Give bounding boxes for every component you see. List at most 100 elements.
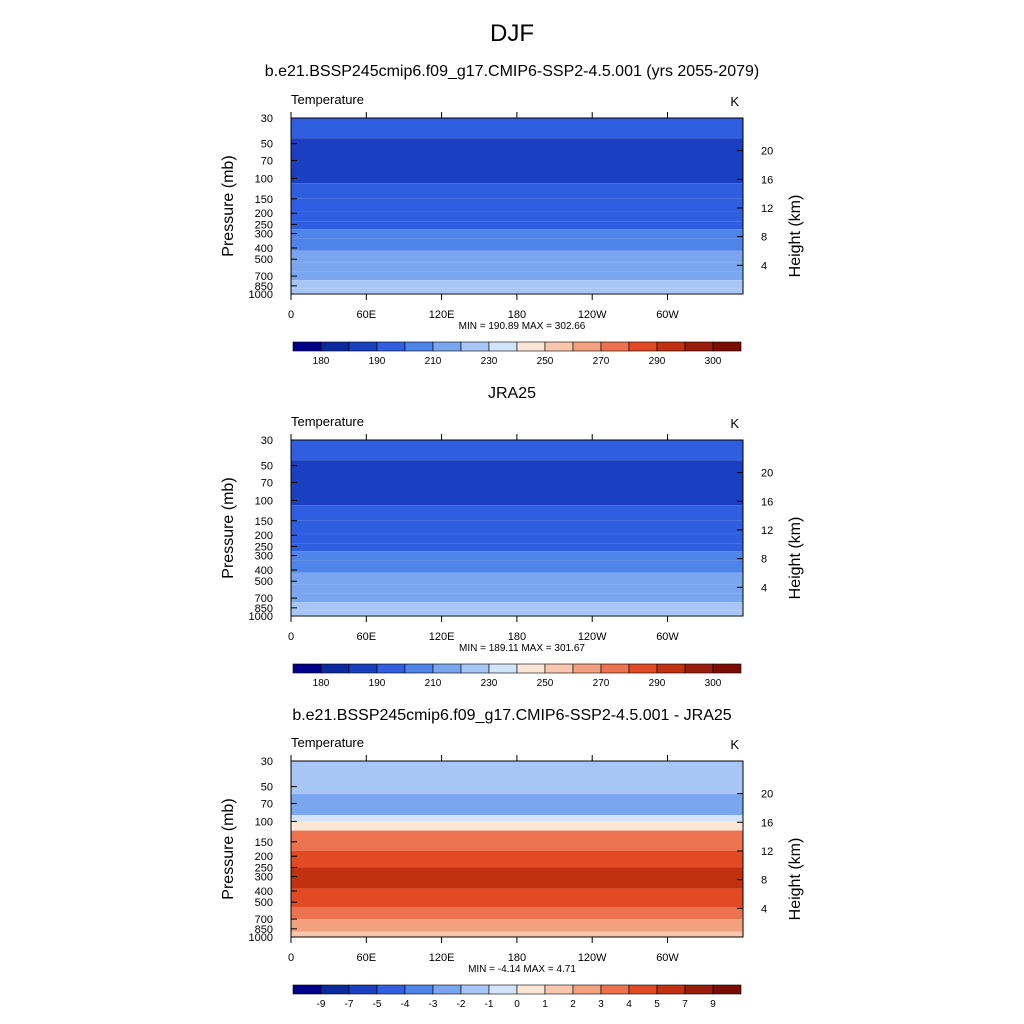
panel-1-band xyxy=(291,198,743,212)
panel-3-colorbar-label: -3 xyxy=(429,999,438,1010)
panel-3-colorbar-box xyxy=(376,984,406,995)
panel-1-colorbar-box xyxy=(376,341,406,352)
panel-1-xtick-label: 60W xyxy=(656,309,679,321)
panel-2-band xyxy=(291,602,743,611)
panel-3-colorbar-label: -9 xyxy=(317,999,326,1010)
panel-1-y2label: Height (km) xyxy=(787,195,804,278)
panel-1-band xyxy=(291,138,743,184)
panel-2-colorbar-label: 270 xyxy=(593,678,610,689)
panel-2-xtick-label: 180 xyxy=(508,631,526,643)
panel-3-y2tick-label: 16 xyxy=(761,817,773,829)
panel-1-ytick-label: 400 xyxy=(255,243,273,255)
panel-3-band xyxy=(291,935,743,937)
panel-3-y2tick-label: 8 xyxy=(761,875,767,887)
panel-1-band xyxy=(291,271,743,281)
panel-3-colorbar-label: -4 xyxy=(401,999,410,1010)
panel-1-colorbar-label: 270 xyxy=(593,356,610,367)
panel-2-y2tick-label: 8 xyxy=(761,554,767,566)
panel-2-units-label: K xyxy=(730,416,739,431)
panel-3-colorbar-box xyxy=(712,984,742,995)
panel-2-colorbar-box xyxy=(404,663,434,674)
panel-3-ytick-label: 150 xyxy=(255,837,273,849)
panel-2-band xyxy=(291,505,743,521)
panel-1-band xyxy=(291,280,743,289)
panel-1-colorbar-box xyxy=(292,341,322,352)
panel-2-ytick-label: 1000 xyxy=(249,611,273,623)
panel-1-ytick-label: 700 xyxy=(255,271,273,283)
panel-3-ytick-label: 400 xyxy=(255,886,273,898)
panel-2-ytick-label: 250 xyxy=(255,541,273,553)
panel-2-colorbar-box xyxy=(320,663,350,674)
panel-3-band xyxy=(291,761,743,795)
panel-2-y2label: Height (km) xyxy=(787,517,804,600)
panel-1-xtick-label: 0 xyxy=(288,309,294,321)
panel-2-ytick-label: 70 xyxy=(261,478,273,490)
panel-3-colorbar-label: 0 xyxy=(514,999,520,1010)
panel-3-colorbar-label: 2 xyxy=(570,999,576,1010)
panel-2-xtick-label: 60W xyxy=(656,631,679,643)
panel-1-colorbar-box xyxy=(460,341,490,352)
panel-1-y2tick-label: 20 xyxy=(761,146,773,158)
panel-2-band xyxy=(291,572,743,585)
panel-1-ytick-label: 1000 xyxy=(249,289,273,301)
panel-1-band xyxy=(291,229,743,239)
panel-2-colorbar-box xyxy=(544,663,574,674)
panel-1-ytick-label: 500 xyxy=(255,254,273,266)
panel-3-ytick-label: 700 xyxy=(255,914,273,926)
panel-3-colorbar-label: 5 xyxy=(654,999,660,1010)
panel-1-band xyxy=(291,292,743,294)
panel-2-colorbar-label: 300 xyxy=(705,678,722,689)
panel-3-colorbar-box xyxy=(348,984,378,995)
panel-3-ylabel: Pressure (mb) xyxy=(220,798,237,899)
panel-3-band xyxy=(291,867,743,889)
panel-3-band xyxy=(291,931,743,936)
panel-1-xtick-label: 120E xyxy=(429,309,455,321)
panel-2-ylabel: Pressure (mb) xyxy=(220,477,237,578)
panel-3-colorbar-box xyxy=(516,984,546,995)
panel-3-ytick-label: 70 xyxy=(261,799,273,811)
panel-3-xtick-label: 120E xyxy=(429,952,455,964)
panel-3-band xyxy=(291,830,743,851)
panel-2-colorbar-box xyxy=(376,663,406,674)
panel-3-colorbar-label: 4 xyxy=(626,999,632,1010)
panel-2-colorbar-label: 190 xyxy=(369,678,386,689)
panel-2-ytick-label: 850 xyxy=(255,603,273,615)
panel-2-xtick-label: 0 xyxy=(288,631,294,643)
panel-2-colorbar-box xyxy=(488,663,518,674)
panel-2-colorbar-box xyxy=(432,663,462,674)
panel-1-ytick-label: 70 xyxy=(261,156,273,168)
panel-2-title: JRA25 xyxy=(487,385,537,402)
panel-1-xtick-label: 180 xyxy=(508,309,526,321)
panel-1-colorbar-label: 250 xyxy=(537,356,554,367)
panel-1-band xyxy=(291,183,743,199)
panel-2-colorbar-box xyxy=(292,663,322,674)
panel-3-colorbar-label: -1 xyxy=(485,999,494,1010)
panel-2-variable-label: Temperature xyxy=(291,414,364,429)
panel-1-band xyxy=(291,238,743,251)
panel-2-ytick-label: 300 xyxy=(255,551,273,563)
panel-1-xtick-label: 60E xyxy=(357,309,377,321)
panel-3-ytick-label: 1000 xyxy=(249,932,273,944)
panel-2-colorbar-box xyxy=(516,663,546,674)
panel-2-y2tick-label: 12 xyxy=(761,525,773,537)
panel-2-ytick-label: 700 xyxy=(255,593,273,605)
panel-3-title: b.e21.BSSP245cmip6.f09_g17.CMIP6-SSP2-4.… xyxy=(292,707,732,724)
panel-3-stats: MIN = -4.14 MAX = 4.71 xyxy=(468,964,576,975)
panel-2-colorbar-box xyxy=(348,663,378,674)
panel-1-colorbar-box xyxy=(684,341,714,352)
panel-3-colorbar-label: -2 xyxy=(457,999,466,1010)
panel-1-ytick-label: 150 xyxy=(255,194,273,206)
panel-3-variable-label: Temperature xyxy=(291,735,364,750)
panel-1-colorbar-box xyxy=(320,341,350,352)
panel-2-band xyxy=(291,610,743,615)
main-title: DJF xyxy=(490,20,534,47)
panel-3-band xyxy=(291,815,743,822)
panel-1-title: b.e21.BSSP245cmip6.f09_g17.CMIP6-SSP2-4.… xyxy=(264,63,760,80)
panel-1-colorbar-label: 190 xyxy=(369,356,386,367)
panel-3-colorbar-box xyxy=(432,984,462,995)
panel-1-colorbar-box xyxy=(656,341,686,352)
panel-1-colorbar-box xyxy=(600,341,630,352)
panel-1-band xyxy=(291,250,743,263)
panel-1-band xyxy=(291,211,743,222)
panel-3-xtick-label: 0 xyxy=(288,952,294,964)
